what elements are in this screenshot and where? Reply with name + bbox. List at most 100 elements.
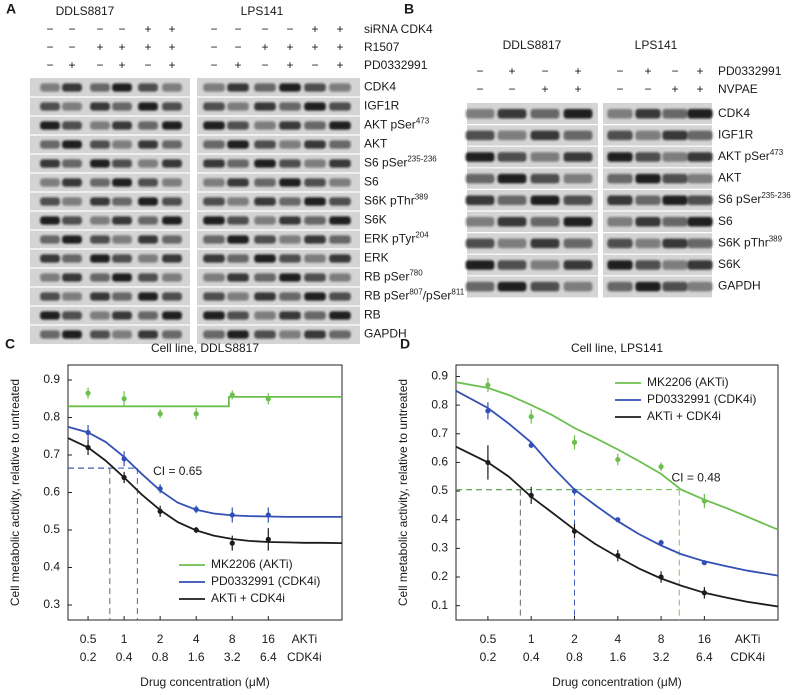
blot-band: [112, 216, 132, 225]
data-point: [85, 444, 91, 451]
blot-band: [329, 140, 351, 149]
blot-band: [40, 254, 60, 263]
blot-band: [227, 121, 249, 130]
treatment-sign: −: [118, 22, 125, 36]
blot-band: [254, 140, 276, 149]
blot-band: [90, 216, 110, 225]
blot-band: [497, 109, 527, 119]
blot-band: [203, 121, 225, 130]
blot-band: [62, 216, 82, 225]
blot-band: [203, 254, 225, 263]
band-label-part: /pSer: [423, 289, 452, 303]
blot-band: [279, 159, 301, 168]
blot-band: [254, 273, 276, 282]
treatment-sign: +: [541, 82, 548, 96]
band-label-part: 473: [416, 116, 430, 125]
blot-band: [329, 273, 351, 282]
blot-band: [687, 152, 713, 162]
data-point: [193, 527, 199, 533]
blot-band: [465, 281, 495, 292]
blot-band: [304, 102, 326, 111]
band-label-part: AKT pSer: [364, 118, 416, 132]
blot-band: [138, 273, 158, 282]
treatment-sign: −: [644, 82, 651, 96]
blot-band: [607, 152, 633, 162]
band-label-part: S6K: [718, 257, 741, 271]
data-point: [615, 552, 621, 559]
blot-band: [635, 281, 661, 292]
chart-title: Cell line, LPS141: [571, 341, 663, 355]
blot-band: [203, 311, 225, 320]
blot-band: [497, 152, 527, 162]
blot-band: [40, 216, 60, 225]
blot-band: [607, 109, 633, 119]
blot-band: [90, 159, 110, 168]
band-label-part: GAPDH: [718, 279, 761, 293]
blot-band: [304, 311, 326, 320]
treatment-sign: −: [508, 82, 515, 96]
data-point: [615, 456, 621, 463]
blot-band: [40, 102, 60, 111]
blot-band: [112, 330, 132, 339]
blot-band: [530, 173, 560, 184]
blot-band: [635, 238, 661, 249]
blot-band: [279, 216, 301, 225]
blot-band: [279, 311, 301, 320]
blot-band: [662, 130, 688, 141]
blot-band: [329, 216, 351, 225]
blot-band: [227, 102, 249, 111]
blot-band: [563, 238, 593, 249]
data-point: [193, 411, 199, 417]
blot-band: [227, 254, 249, 263]
blot-band: [62, 121, 82, 130]
blot-band: [162, 83, 182, 92]
x-row-label: AKTi: [292, 632, 318, 646]
blot-band: [40, 83, 60, 92]
blot-band: [687, 217, 713, 227]
treatment-sign: +: [168, 58, 175, 72]
legend-label: AKTi + CDK4i: [211, 591, 285, 605]
blot-band: [254, 178, 276, 187]
blot-band: [40, 140, 60, 149]
blot-band: [162, 102, 182, 111]
blot-band: [497, 217, 527, 227]
x-tick-label-2: 0.2: [480, 650, 497, 664]
data-point: [701, 590, 707, 596]
blot-band: [687, 109, 713, 119]
blot-band: [227, 311, 249, 320]
data-point: [658, 464, 664, 470]
treatment-sign: +: [168, 22, 175, 36]
blot-band: [635, 217, 661, 227]
annotation: CI = 0.48: [672, 470, 721, 484]
blot-band: [497, 238, 527, 249]
legend-label: MK2206 (AKTi): [211, 557, 293, 571]
treatment-sign: −: [46, 40, 53, 54]
x-tick-label: 2: [571, 632, 578, 646]
treatment-sign: −: [261, 58, 268, 72]
blot-band: [304, 235, 326, 244]
blot-band: [162, 216, 182, 225]
treatment-sign: +: [336, 40, 343, 54]
blot-band: [62, 311, 82, 320]
blot-band: [90, 254, 110, 263]
x-tick-label-2: 1.6: [609, 650, 626, 664]
data-point: [485, 459, 491, 466]
cell-line-header: DDLS8817: [503, 38, 562, 52]
blot-band: [687, 238, 713, 249]
y-tick-label: 0.9: [43, 372, 60, 386]
y-tick-label: 0.9: [431, 369, 448, 383]
blot-band: [465, 109, 495, 119]
blot-band: [162, 292, 182, 301]
treatment-sign: +: [96, 40, 103, 54]
blot-band: [329, 292, 351, 301]
x-axis-label: Drug concentration (μM): [140, 675, 270, 689]
blot-band: [62, 235, 82, 244]
y-tick-label: 0.4: [431, 512, 448, 526]
x-tick-label: 1: [528, 632, 535, 646]
y-tick-label: 0.7: [43, 447, 60, 461]
treatment-sign: −: [210, 58, 217, 72]
treatment-sign: −: [671, 64, 678, 78]
blot-band: [203, 83, 225, 92]
blot-band: [90, 178, 110, 187]
blot-band: [530, 130, 560, 141]
